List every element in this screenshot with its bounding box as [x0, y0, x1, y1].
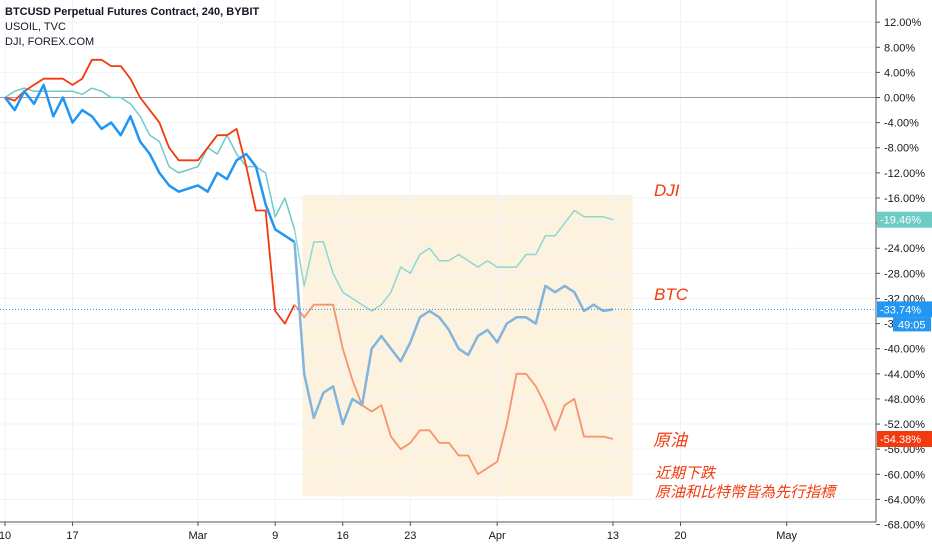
y-tick-label: -12.00% [884, 168, 925, 180]
badge-oil-bg [877, 431, 932, 448]
badge-btc-countdown-bg [893, 317, 931, 332]
badge-dji: -19.46% [880, 215, 921, 227]
y-tick-label: 8.00% [884, 42, 915, 54]
price-badges: -19.46% -33.74% 49:05 -54.38% [877, 211, 932, 448]
legend-compare-dji[interactable]: DJI, FOREX.COM [5, 36, 95, 48]
y-tick-label: -8.00% [884, 143, 919, 155]
series-line-btc-post [293, 241, 614, 426]
y-tick-label: 4.00% [884, 67, 915, 79]
y-tick-label: -48.00% [884, 394, 925, 406]
legend-main-symbol[interactable]: BTCUSD Perpetual Futures Contract, 240, … [5, 6, 260, 18]
y-tick-label: -60.00% [884, 469, 925, 481]
annotation-dji: DJI [654, 181, 680, 200]
badge-btc: -33.74% [880, 304, 921, 316]
annotation-note-line2: 原油和比特幣皆為先行指標 [655, 484, 838, 501]
series-line-dji-post [293, 209, 614, 312]
x-tick-label: Mar [189, 530, 208, 542]
y-tick-label: -56.00% [884, 444, 925, 456]
x-tick-label: 9 [272, 530, 278, 542]
annotation-note-line1: 近期下跌 [655, 465, 717, 482]
series-line-oil-post [293, 303, 614, 476]
y-tick-label: 12.00% [884, 17, 922, 29]
y-tick-label: -40.00% [884, 344, 925, 356]
badge-btc-countdown: 49:05 [898, 319, 926, 331]
badge-btc-bg [877, 301, 932, 318]
series-line-btc-pre [4, 83, 296, 243]
y-tick-label: 0.00% [884, 93, 915, 105]
x-tick-label: Apr [489, 530, 506, 542]
highlight-box [302, 194, 633, 497]
y-tick-label: -28.00% [884, 268, 925, 280]
x-tick-label: 17 [66, 530, 78, 542]
series-line-dji-pre [4, 87, 296, 230]
series-line-oil-pre [4, 58, 296, 325]
badge-dji-bg [877, 211, 932, 228]
legend-compare-usoil[interactable]: USOIL, TVC [5, 21, 66, 33]
x-tick-label: 20 [674, 530, 686, 542]
y-tick-label: -16.00% [884, 193, 925, 205]
chart-legend: BTCUSD Perpetual Futures Contract, 240, … [5, 5, 259, 50]
y-tick-label: -44.00% [884, 369, 925, 381]
time-axis[interactable]: 10 17 Mar 9 16 23 Apr 13 20 May [0, 522, 798, 542]
series-dji [4, 87, 614, 312]
y-tick-label: -64.00% [884, 494, 925, 506]
annotation-btc: BTC [654, 285, 689, 304]
price-axis[interactable]: 12.00% 8.00% 4.00% 0.00% -4.00% -8.00% -12.00%… [876, 17, 925, 532]
x-tick-label: 13 [607, 530, 619, 542]
y-tick-label: -52.00% [884, 419, 925, 431]
series-btc [4, 83, 614, 426]
grid-lines [0, 0, 876, 526]
y-tick-label: -68.00% [884, 520, 925, 532]
y-tick-label: -24.00% [884, 243, 925, 255]
x-tick-label: 16 [337, 530, 349, 542]
x-tick-label: 10 [0, 530, 11, 542]
badge-oil: -54.38% [880, 434, 921, 446]
annotation-oil: 原油 [653, 431, 689, 450]
x-tick-label: May [776, 530, 797, 542]
y-tick-label: -4.00% [884, 118, 919, 130]
x-tick-label: 23 [404, 530, 416, 542]
series-oil [4, 58, 614, 476]
